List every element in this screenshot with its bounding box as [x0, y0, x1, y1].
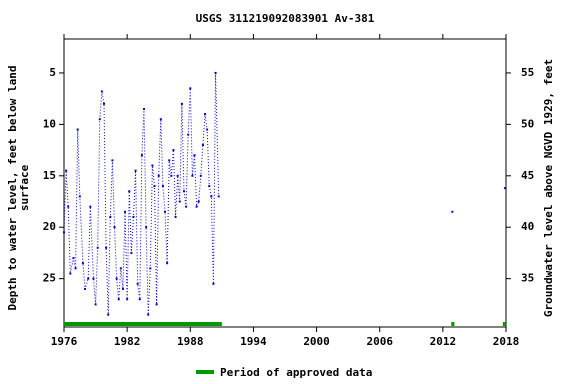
y-tick-label: 25	[43, 272, 56, 285]
data-point	[147, 313, 150, 316]
legend-swatch	[196, 370, 214, 374]
y2-tick-label: 55	[521, 66, 534, 79]
y-axis-label: surface	[18, 164, 31, 211]
data-point	[105, 246, 108, 249]
y-tick-label: 5	[49, 66, 56, 79]
data-point	[113, 226, 116, 229]
data-point	[206, 128, 209, 131]
approved-period	[502, 322, 506, 326]
data-point	[89, 205, 92, 208]
data-point	[155, 303, 158, 306]
data-point	[100, 90, 103, 93]
y-tick-label: 15	[43, 169, 56, 182]
x-tick-label: 1976	[51, 335, 78, 348]
x-tick-label: 1982	[114, 335, 141, 348]
y-tick-label: 20	[43, 220, 56, 233]
y-tick-label: 10	[43, 117, 56, 130]
data-point	[142, 107, 145, 110]
data-point	[210, 195, 213, 198]
data-point	[212, 282, 215, 285]
data-point	[140, 154, 143, 157]
data-point	[176, 174, 179, 177]
y2-tick-label: 45	[521, 169, 534, 182]
data-point	[208, 185, 211, 188]
data-point	[164, 210, 167, 213]
plot-frame	[63, 38, 507, 328]
chart-title: USGS 311219092083901 Av-381	[196, 12, 375, 25]
data-point	[153, 185, 156, 188]
data-point	[151, 164, 154, 167]
data-point	[161, 185, 164, 188]
x-tick-label: 2018	[493, 335, 520, 348]
data-point	[189, 87, 192, 90]
y2-tick-label: 35	[521, 272, 534, 285]
x-tick-label: 2012	[430, 335, 457, 348]
data-point	[193, 154, 196, 157]
data-point	[172, 149, 175, 152]
y2-tick-label: 50	[521, 117, 534, 130]
data-point	[67, 205, 70, 208]
data-point	[84, 287, 87, 290]
data-point	[217, 195, 220, 198]
data-point	[451, 210, 454, 213]
data-point	[168, 159, 171, 162]
y-axis-label: Depth to water level, feet below land	[6, 65, 19, 310]
data-point	[166, 262, 169, 265]
data-point	[94, 303, 97, 306]
x-tick-label: 1994	[240, 335, 267, 348]
approved-period	[64, 322, 222, 326]
data-point	[87, 277, 90, 280]
data-point	[157, 174, 160, 177]
data-point	[204, 113, 207, 116]
approved-period	[451, 322, 455, 326]
data-point	[174, 215, 177, 218]
data-point	[65, 169, 68, 172]
data-point	[130, 251, 133, 254]
data-point	[69, 272, 72, 275]
data-point	[195, 205, 198, 208]
x-tick-label: 2000	[303, 335, 330, 348]
data-point	[74, 267, 77, 270]
data-point	[119, 267, 122, 270]
data-point	[201, 143, 204, 146]
data-point	[138, 298, 141, 301]
data-point	[121, 287, 124, 290]
data-point	[145, 226, 148, 229]
data-point	[199, 174, 202, 177]
data-point	[124, 210, 127, 213]
data-point	[136, 282, 139, 285]
data-point	[102, 102, 105, 105]
x-tick-label: 2006	[366, 335, 393, 348]
y2-axis-label: Groundwater level above NGVD 1929, feet	[542, 59, 555, 317]
data-point	[191, 174, 194, 177]
data-point	[111, 159, 114, 162]
data-point	[109, 215, 112, 218]
legend-label: Period of approved data	[220, 366, 372, 379]
y2-tick-label: 40	[521, 220, 534, 233]
data-point	[117, 298, 120, 301]
data-point	[128, 190, 131, 193]
data-point	[76, 128, 79, 131]
data-point	[197, 200, 200, 203]
data-point	[63, 231, 65, 234]
data-point	[180, 102, 183, 105]
data-point	[159, 118, 162, 121]
data-point	[92, 277, 95, 280]
data-point	[134, 169, 137, 172]
data-point	[182, 190, 185, 193]
data-point	[115, 277, 118, 280]
data-point	[126, 298, 129, 301]
data-point	[185, 205, 188, 208]
data-point	[214, 71, 217, 74]
data-line	[64, 73, 505, 315]
data-point	[107, 313, 110, 316]
data-point	[81, 262, 84, 265]
data-point	[503, 187, 506, 190]
x-tick-label: 1988	[177, 335, 204, 348]
